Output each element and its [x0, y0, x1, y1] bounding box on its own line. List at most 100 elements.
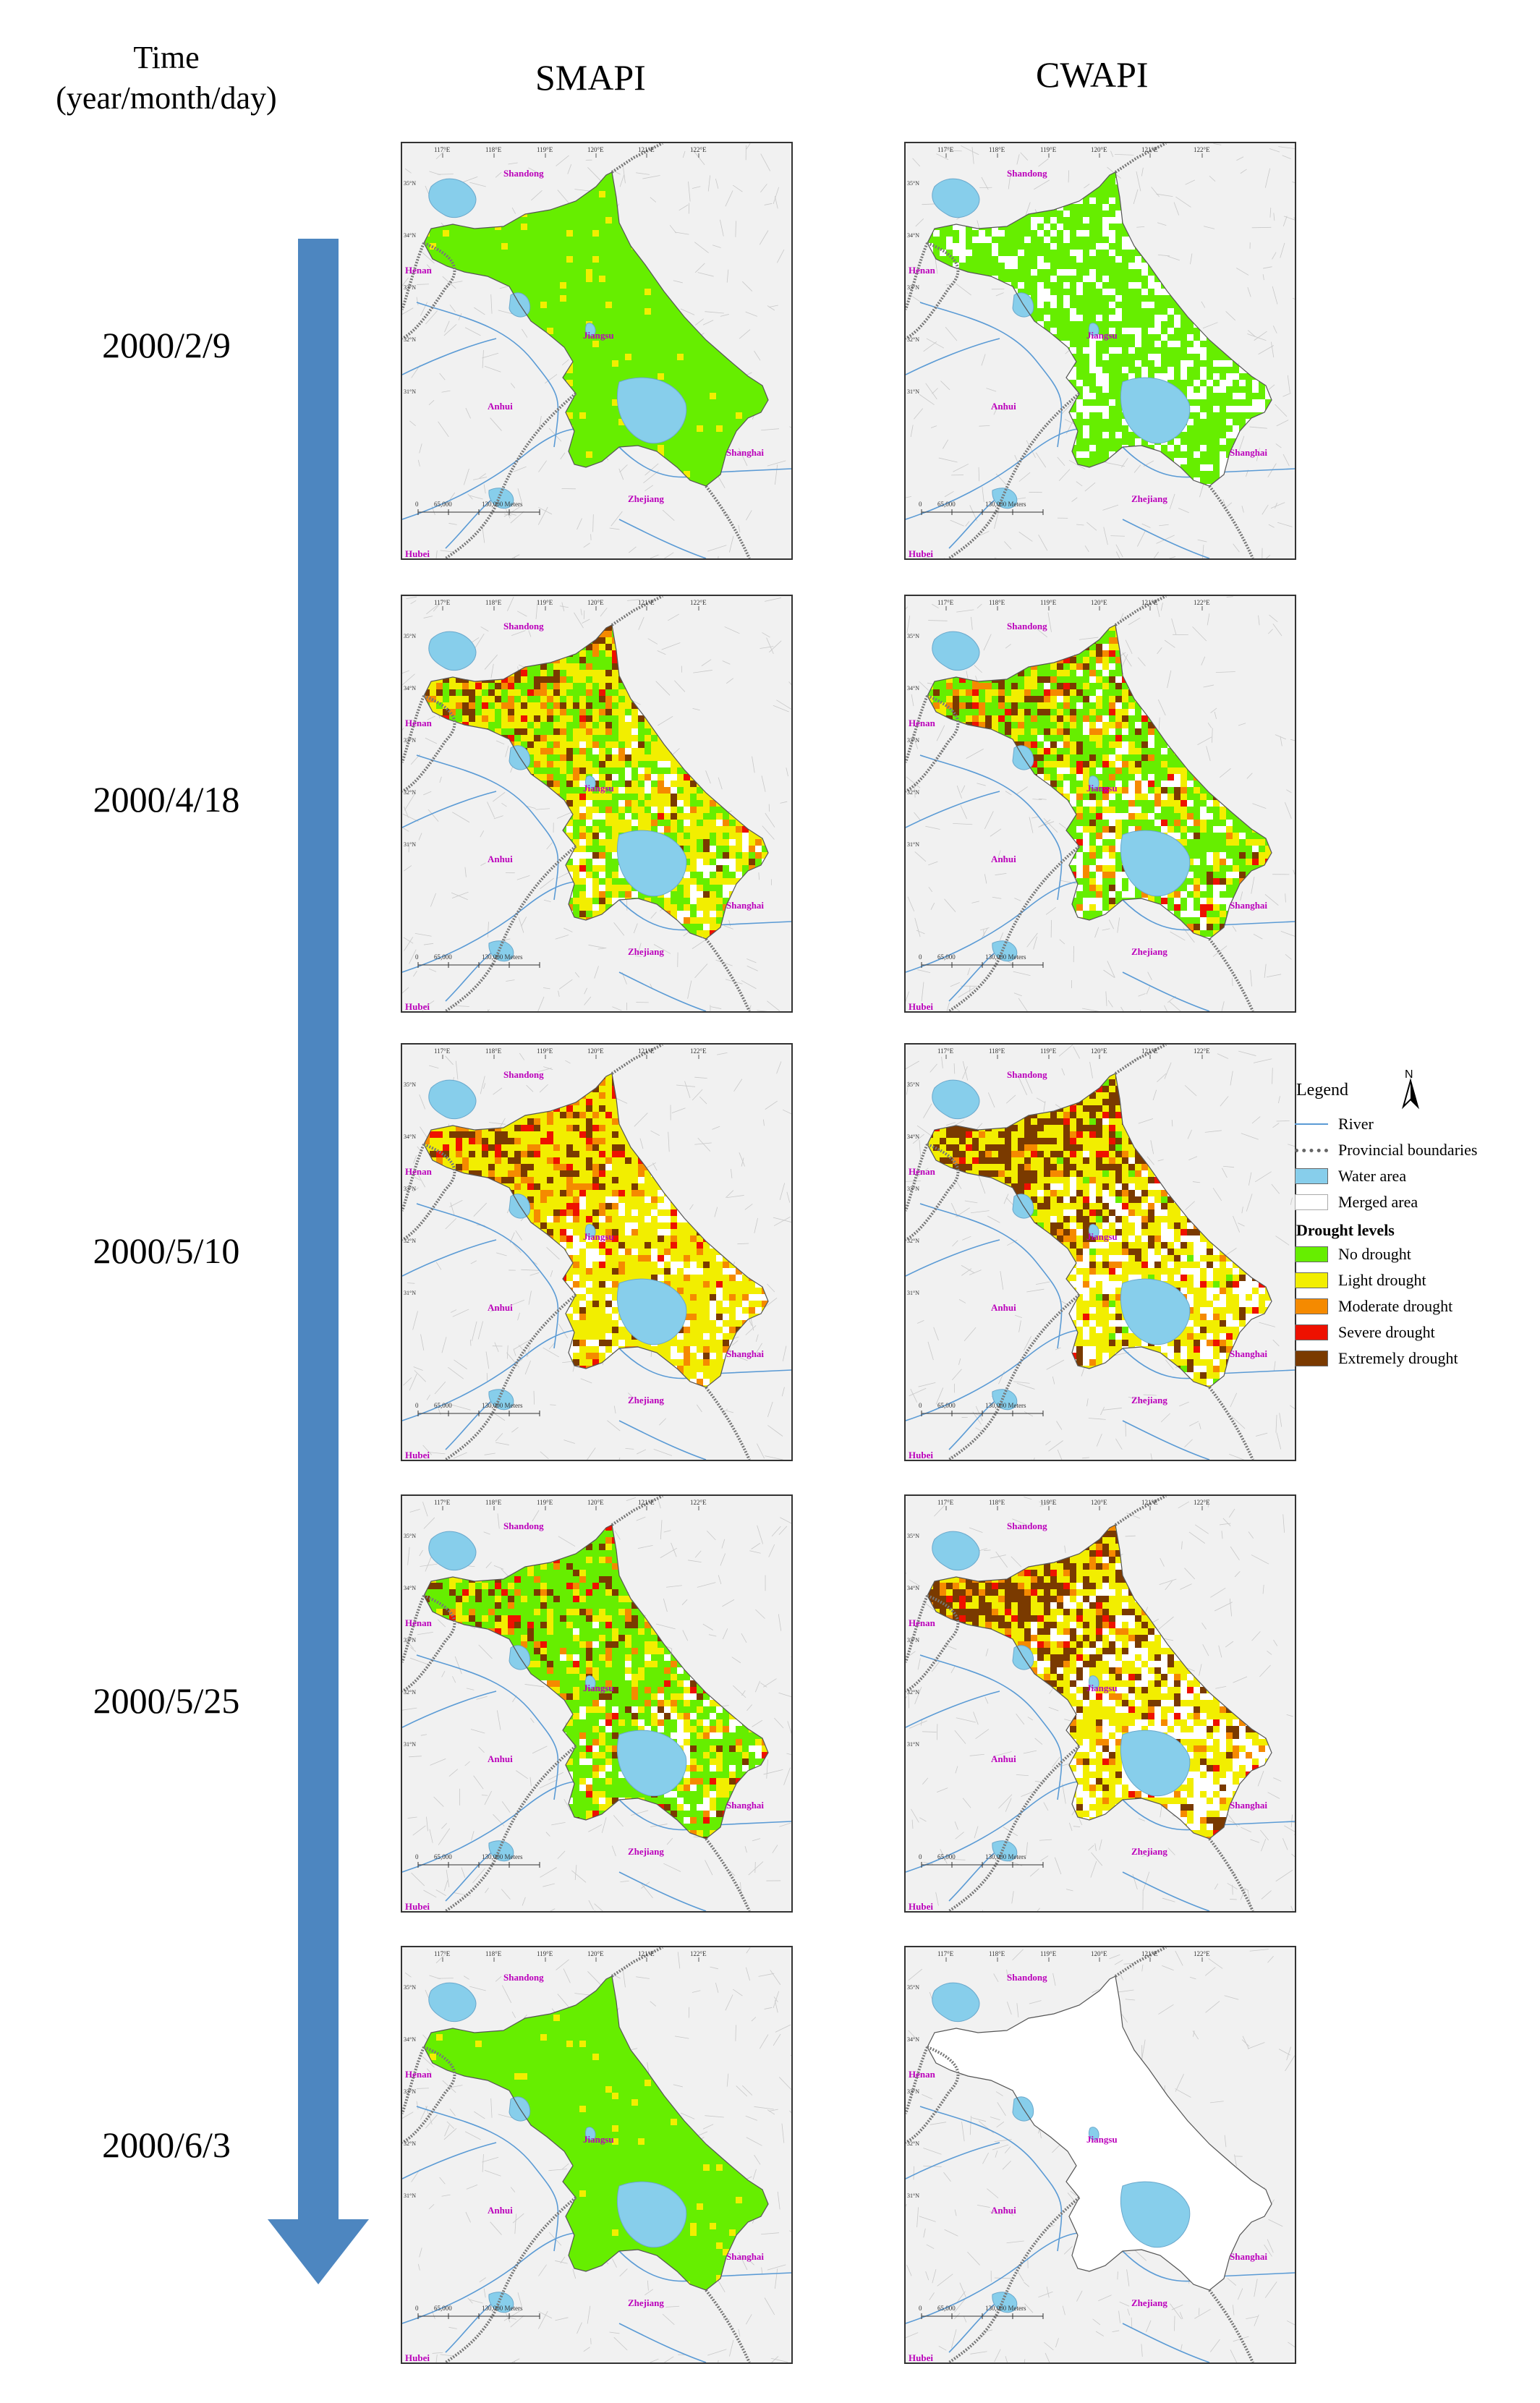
latitude-label: 34°N	[404, 1134, 416, 1140]
latitude-label: 33°N	[404, 284, 416, 291]
province-label-zhejiang: Zhejiang	[628, 2297, 664, 2308]
latitude-label: 35°N	[404, 180, 416, 187]
latitude-label: 33°N	[907, 284, 919, 291]
smapi-map-panel: 117°E 118°E 119°E 120°E 121°E 122°E 35°N 34°N 33…	[401, 1494, 793, 1913]
province-label-zhejiang: Zhejiang	[628, 1395, 664, 1405]
longitude-label: 122°E	[690, 599, 707, 606]
scale-label: 130,000 Meters	[985, 953, 1026, 961]
province-label-jiangsu: Jiangsu	[1086, 2134, 1118, 2145]
latitude-label: 32°N	[404, 336, 416, 343]
province-label-shandong: Shandong	[1007, 621, 1047, 631]
longitude-label: 118°E	[485, 1047, 502, 1055]
scale-label: 0	[919, 953, 922, 961]
scale-label: 130,000 Meters	[985, 1853, 1026, 1860]
latitude-label: 32°N	[404, 1689, 416, 1696]
drought-map: 117°E 118°E 119°E 120°E 121°E 122°E 35°N 34°N 33…	[402, 1045, 791, 1460]
province-label-hubei: Hubei	[909, 1001, 933, 1011]
longitude-label: 119°E	[537, 1499, 553, 1506]
cwapi-map-panel: 117°E 118°E 119°E 120°E 121°E 122°E 35°N 34°N 33…	[904, 142, 1296, 560]
latitude-label: 33°N	[907, 1186, 919, 1192]
latitude-label: 33°N	[907, 1637, 919, 1643]
province-label-shandong: Shandong	[503, 168, 544, 179]
longitude-label: 120°E	[1091, 1950, 1107, 1957]
legend-water-label: Water area	[1338, 1167, 1406, 1186]
latitude-label: 34°N	[907, 232, 919, 239]
latitude-label: 35°N	[404, 1533, 416, 1539]
scale-label: 130,000 Meters	[985, 501, 1026, 508]
province-label-hubei: Hubei	[909, 1901, 933, 1911]
time-header-line2: (year/month/day)	[7, 78, 326, 119]
longitude-label: 120°E	[587, 1499, 604, 1506]
scale-bar	[417, 2313, 540, 2319]
scale-label: 130,000 Meters	[482, 2305, 523, 2312]
smapi-map-panel: 117°E 118°E 119°E 120°E 121°E 122°E 35°N 34°N 33…	[401, 595, 793, 1013]
province-label-shanghai: Shanghai	[726, 2251, 764, 2262]
legend-level-extreme: Extremely drought	[1295, 1348, 1458, 1369]
longitude-label: 120°E	[1091, 1499, 1107, 1506]
longitude-label: 119°E	[1040, 1047, 1057, 1055]
time-header: Time (year/month/day)	[7, 38, 326, 119]
latitude-label: 33°N	[404, 1186, 416, 1192]
scale-bar	[417, 1411, 540, 1416]
longitude-label: 118°E	[989, 1499, 1005, 1506]
longitude-label: 121°E	[638, 1950, 655, 1957]
province-label-shanghai: Shanghai	[1230, 2251, 1267, 2262]
province-label-jiangsu: Jiangsu	[1086, 330, 1118, 341]
latitude-label: 35°N	[907, 180, 919, 187]
latitude-label: 32°N	[404, 789, 416, 796]
cwapi-map-panel: 117°E 118°E 119°E 120°E 121°E 122°E 35°N 34°N 33…	[904, 1946, 1296, 2364]
latitude-label: 35°N	[907, 1081, 919, 1088]
province-label-jiangsu: Jiangsu	[583, 2134, 614, 2145]
province-label-shandong: Shandong	[1007, 168, 1047, 179]
province-label-anhui: Anhui	[991, 854, 1016, 864]
scale-label: 130,000 Meters	[482, 1853, 523, 1860]
longitude-label: 117°E	[937, 146, 954, 153]
province-label-anhui: Anhui	[991, 2205, 1016, 2216]
longitude-label: 117°E	[434, 1499, 451, 1506]
legend-level-label: Light drought	[1338, 1271, 1426, 1290]
latitude-label: 33°N	[404, 737, 416, 744]
scale-label: 0	[919, 501, 922, 508]
latitude-label: 34°N	[907, 685, 919, 692]
scale-label: 65,000	[937, 2305, 956, 2312]
longitude-label: 117°E	[434, 1950, 451, 1957]
province-label-shanghai: Shanghai	[726, 447, 764, 458]
latitude-label: 31°N	[404, 1741, 416, 1748]
province-label-zhejiang: Zhejiang	[628, 493, 664, 504]
legend-level-moderate: Moderate drought	[1295, 1296, 1452, 1317]
time-arrow	[268, 239, 369, 2284]
latitude-label: 31°N	[907, 2193, 919, 2199]
legend-river: River	[1295, 1114, 1374, 1134]
legend-level-label: Extremely drought	[1338, 1349, 1458, 1368]
longitude-label: 120°E	[1091, 146, 1107, 153]
latitude-label: 34°N	[404, 685, 416, 692]
longitude-label: 118°E	[989, 1950, 1005, 1957]
longitude-label: 119°E	[537, 599, 553, 606]
longitude-label: 118°E	[989, 599, 1005, 606]
province-label-shandong: Shandong	[503, 1521, 544, 1531]
drought-map: 117°E 118°E 119°E 120°E 121°E 122°E 35°N 34°N 33…	[906, 596, 1295, 1011]
scale-label: 130,000 Meters	[482, 1402, 523, 1409]
province-label-shanghai: Shanghai	[726, 1348, 764, 1359]
latitude-label: 32°N	[907, 1689, 919, 1696]
longitude-label: 121°E	[1141, 599, 1158, 606]
cwapi-map-panel: 117°E 118°E 119°E 120°E 121°E 122°E 35°N 34°N 33…	[904, 1494, 1296, 1913]
latitude-label: 31°N	[907, 1741, 919, 1748]
legend-level-light: Light drought	[1295, 1270, 1426, 1290]
scale-label: 65,000	[434, 2305, 452, 2312]
province-label-anhui: Anhui	[991, 1302, 1016, 1313]
province-label-anhui: Anhui	[488, 854, 513, 864]
province-label-hubei: Hubei	[405, 548, 430, 558]
province-label-zhejiang: Zhejiang	[628, 1846, 664, 1857]
longitude-label: 122°E	[690, 1499, 707, 1506]
longitude-label: 121°E	[1141, 1950, 1158, 1957]
province-label-hubei: Hubei	[405, 2352, 430, 2362]
province-label-shanghai: Shanghai	[1230, 447, 1267, 458]
province-label-shandong: Shandong	[503, 1972, 544, 1983]
longitude-label: 121°E	[1141, 1499, 1158, 1506]
scale-label: 65,000	[434, 1402, 452, 1409]
legend: Legend N River Provincial boundaries Wat…	[1295, 1068, 1533, 1426]
scale-label: 65,000	[434, 1853, 452, 1860]
longitude-label: 122°E	[690, 146, 707, 153]
scale-bar	[921, 1411, 1044, 1416]
